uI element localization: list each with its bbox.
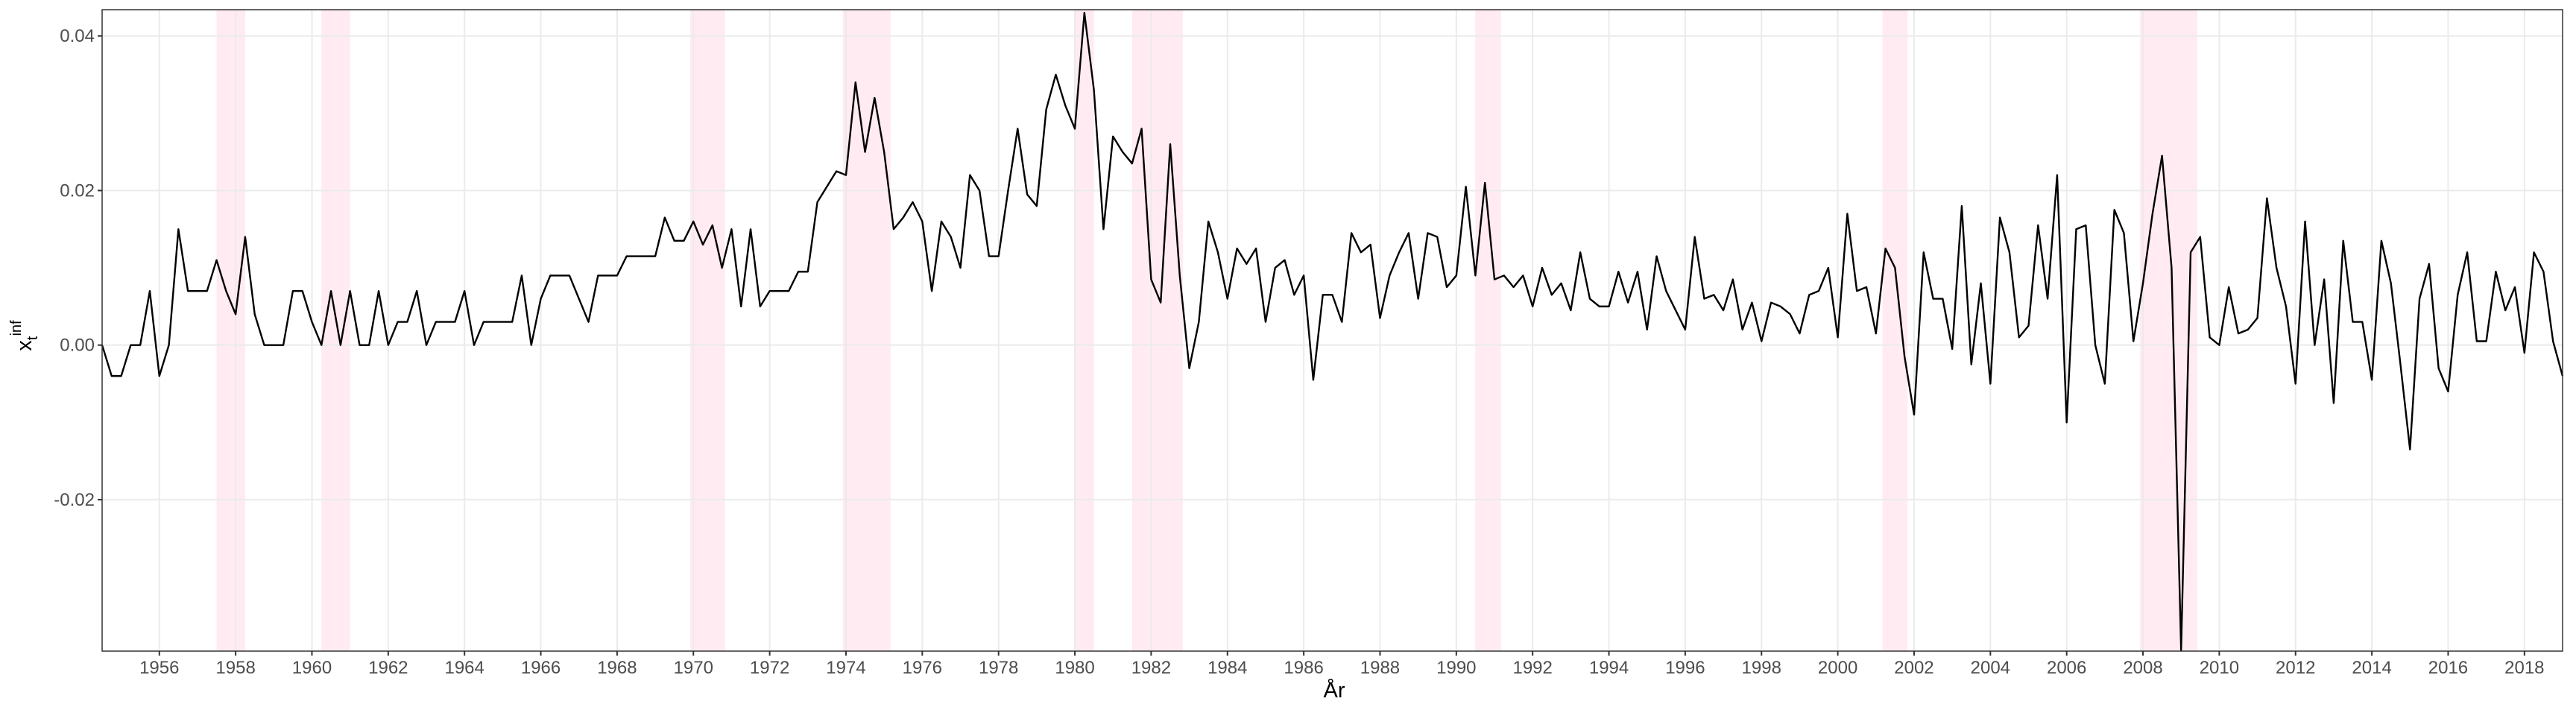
x-tick-label: 1988 bbox=[1360, 658, 1400, 678]
y-axis-title-sub: t bbox=[25, 336, 41, 340]
x-tick-label: 1970 bbox=[674, 658, 713, 678]
y-tick-label: 0.02 bbox=[60, 180, 95, 201]
y-axis-title: xtinf bbox=[8, 320, 41, 351]
x-tick-label: 1958 bbox=[215, 658, 255, 678]
x-tick-label: 1992 bbox=[1512, 658, 1552, 678]
x-tick-label: 1998 bbox=[1742, 658, 1781, 678]
x-tick-label: 1980 bbox=[1055, 658, 1094, 678]
x-tick-label: 1974 bbox=[826, 658, 865, 678]
y-axis-title-base: x bbox=[13, 340, 37, 351]
x-tick-label: 2016 bbox=[2428, 658, 2468, 678]
y-tick-label: 0.00 bbox=[60, 336, 95, 356]
x-tick-label: 1978 bbox=[979, 658, 1018, 678]
x-tick-label: 1972 bbox=[750, 658, 789, 678]
x-tick-label: 2010 bbox=[2200, 658, 2239, 678]
y-axis-title-sup: inf bbox=[8, 320, 25, 336]
x-tick-label: 2000 bbox=[1818, 658, 1857, 678]
x-tick-label: 1994 bbox=[1589, 658, 1629, 678]
recession-band bbox=[1131, 10, 1183, 651]
x-tick-label: 1986 bbox=[1284, 658, 1323, 678]
x-tick-label: 1996 bbox=[1665, 658, 1705, 678]
x-tick-label: 1982 bbox=[1131, 658, 1171, 678]
x-tick-label: 1976 bbox=[903, 658, 942, 678]
y-tick-label: -0.02 bbox=[54, 490, 95, 510]
x-tick-label: 2018 bbox=[2504, 658, 2544, 678]
recession-band bbox=[321, 10, 350, 651]
plot-area: 1956 1958 1960 1962 1964 1966 1968 1970 1972 1974… bbox=[54, 9, 2564, 678]
data-line bbox=[101, 11, 2564, 652]
recession-band bbox=[2139, 10, 2197, 651]
recession-band bbox=[842, 10, 891, 651]
x-tick-label: 1966 bbox=[521, 658, 561, 678]
x-tick-label: 1964 bbox=[444, 658, 484, 678]
recession-band bbox=[690, 10, 725, 651]
x-tick-label: 1984 bbox=[1208, 658, 1247, 678]
x-tick-label: 2002 bbox=[1894, 658, 1933, 678]
recession-band bbox=[216, 10, 245, 651]
x-tick-label: 1968 bbox=[597, 658, 637, 678]
y-tick-label: 0.04 bbox=[60, 26, 95, 46]
recession-band bbox=[1475, 10, 1501, 651]
panel-border bbox=[101, 9, 2563, 652]
x-tick-label: 2008 bbox=[2123, 658, 2162, 678]
x-tick-label: 1962 bbox=[368, 658, 408, 678]
recession-band bbox=[1882, 10, 1908, 651]
x-tick-label: 2004 bbox=[1971, 658, 2010, 678]
x-tick-label: 2012 bbox=[2276, 658, 2315, 678]
x-tick-label: 1990 bbox=[1436, 658, 1476, 678]
x-tick-label: 1956 bbox=[139, 658, 179, 678]
x-tick-label: 2014 bbox=[2352, 658, 2391, 678]
recession-band bbox=[1075, 10, 1094, 651]
x-axis-title: År bbox=[1324, 678, 1345, 703]
x-tick-label: 2006 bbox=[2047, 658, 2086, 678]
x-tick-label: 1960 bbox=[292, 658, 332, 678]
